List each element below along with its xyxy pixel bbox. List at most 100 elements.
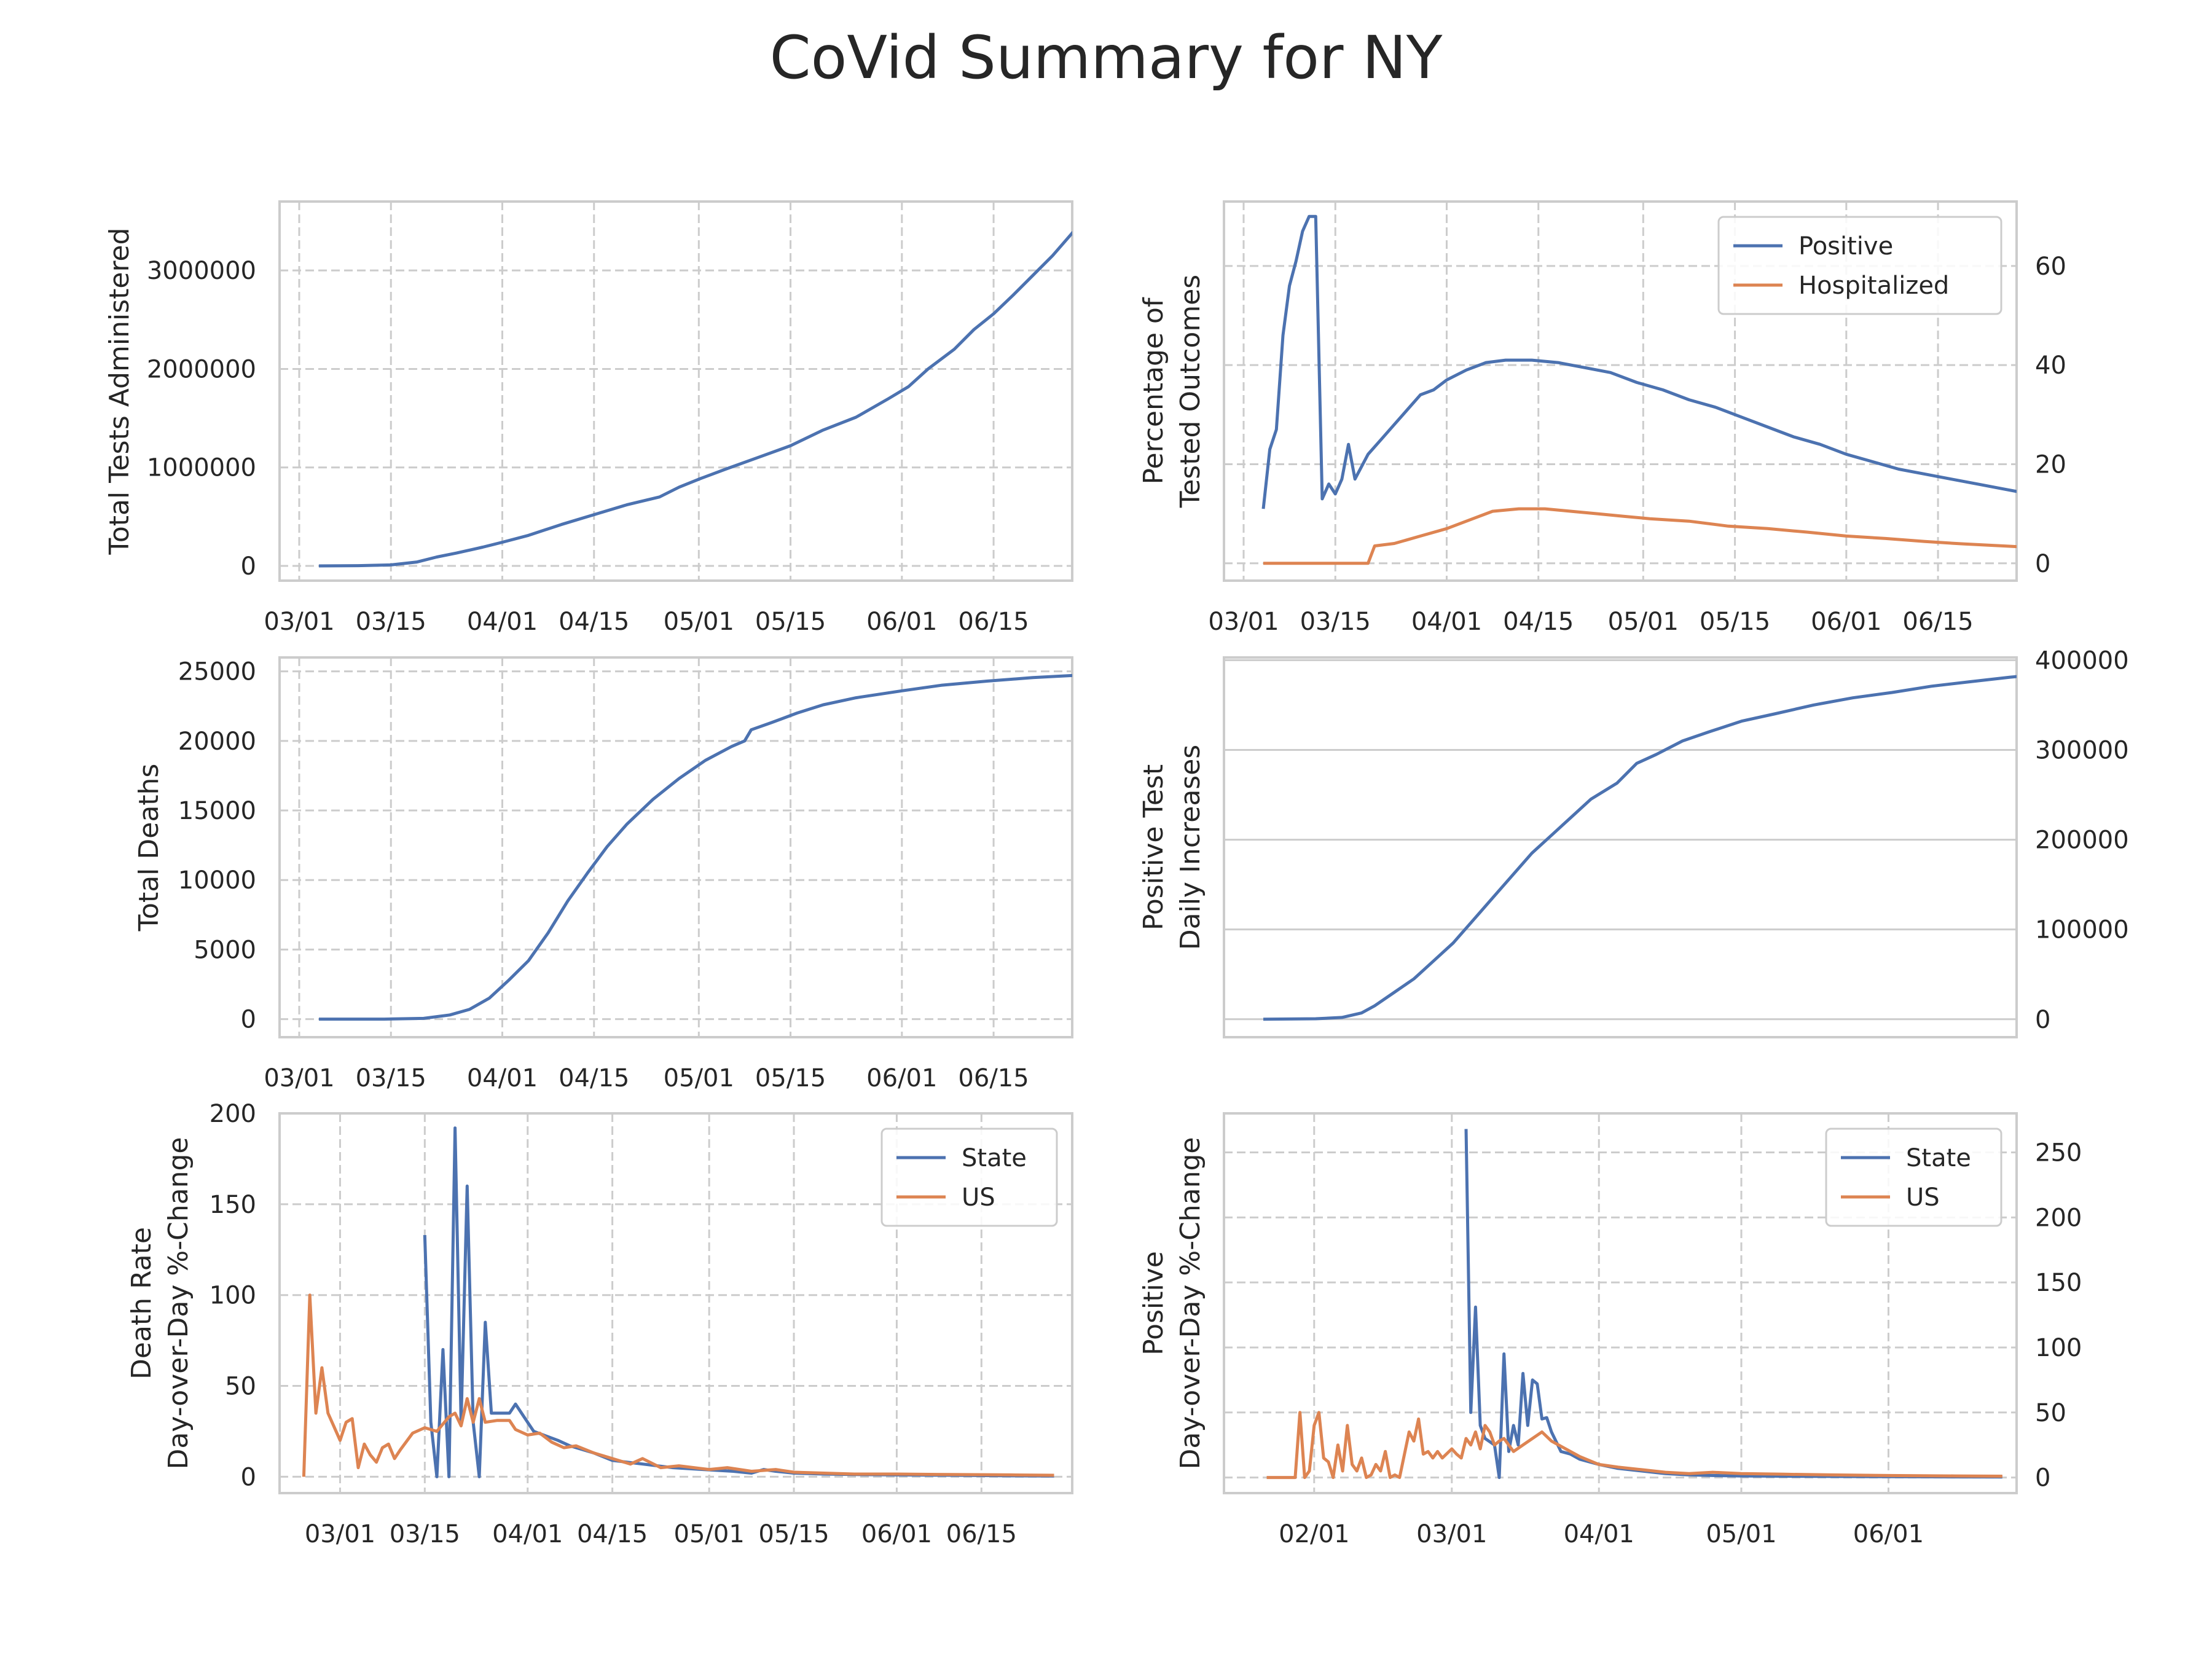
y-tick-label: 50 [225, 1373, 256, 1401]
y-tick-label: 250 [2035, 1139, 2082, 1167]
chart-panel-death_rate: 03/01 03/15 04/01 04/15 05/01 05/15 06/01 06/15… [126, 1100, 1073, 1548]
x-tick-label: 02/01 [1279, 1520, 1349, 1548]
y-axis-label: Positive [1138, 1251, 1169, 1355]
legend-label: US [1906, 1183, 1940, 1212]
y-tick-label: 60 [2035, 253, 2066, 281]
y-axis-label: Percentage of [1138, 297, 1169, 484]
plot-frame [278, 200, 1073, 582]
y-tick-label: 150 [2035, 1269, 2082, 1297]
x-tick-label: 05/01 [674, 1520, 745, 1548]
x-tick-label: 05/01 [664, 1064, 734, 1092]
x-tick-label: 06/15 [946, 1520, 1017, 1548]
x-tick-label: 03/01 [1208, 608, 1279, 636]
series-line-value [319, 673, 1072, 1021]
legend: Positive Hospitalized [1717, 216, 2002, 315]
plot-frame [1223, 200, 2018, 582]
y-axis-label: Day-over-Day %-Change [1175, 1137, 1206, 1470]
legend-label: Positive [1798, 232, 1893, 261]
x-tick-label: 05/15 [755, 1064, 826, 1092]
x-tick-label: 03/01 [264, 1064, 334, 1092]
x-tick-label: 04/01 [467, 1064, 538, 1092]
y-tick-label: 0 [241, 1463, 256, 1491]
x-tick-label: 03/15 [356, 1064, 426, 1092]
x-tick-label: 04/01 [492, 1520, 563, 1548]
y-tick-label: 150 [210, 1191, 256, 1219]
y-tick-label: 40 [2035, 351, 2066, 380]
y-tick-label: 200 [210, 1100, 256, 1128]
y-tick-label: 100 [2035, 1334, 2082, 1362]
x-tick-label: 04/01 [1411, 608, 1482, 636]
y-tick-label: 100 [210, 1282, 256, 1310]
y-axis-label: Total Deaths [133, 764, 165, 932]
y-tick-label: 25000 [178, 658, 256, 686]
y-tick-label: 3000000 [147, 257, 256, 285]
x-tick-label: 04/15 [1503, 608, 1574, 636]
x-tick-label: 03/15 [1300, 608, 1371, 636]
x-tick-label: 03/15 [390, 1520, 460, 1548]
series-line-value [1263, 675, 2017, 1021]
x-tick-label: 05/15 [758, 1520, 829, 1548]
x-tick-label: 05/15 [755, 608, 826, 636]
page-title: CoVid Summary for NY [769, 23, 1443, 92]
x-tick-label: 03/01 [1416, 1520, 1487, 1548]
x-tick-label: 03/01 [264, 608, 334, 636]
legend: State US [1825, 1128, 2002, 1227]
series-line-positive [1261, 214, 2017, 509]
y-axis-label: Positive Test [1138, 764, 1169, 930]
x-tick-label: 04/15 [577, 1520, 648, 1548]
x-tick-label: 06/15 [958, 608, 1029, 636]
x-tick-label: 05/01 [664, 608, 734, 636]
y-tick-label: 2000000 [147, 355, 256, 383]
plot-frame [1223, 656, 2018, 1038]
chart-panel-outcomes: 03/01 03/15 04/01 04/15 05/01 05/15 06/01 06/15… [1138, 200, 2066, 636]
x-tick-label: 05/01 [1706, 1520, 1776, 1548]
y-tick-label: 50 [2035, 1399, 2066, 1427]
x-tick-label: 03/01 [305, 1520, 375, 1548]
y-axis-label: Daily Increases [1175, 745, 1206, 950]
x-tick-label: 06/01 [861, 1520, 932, 1548]
legend-label: State [962, 1144, 1027, 1172]
y-axis-label: Day-over-Day %-Change [163, 1137, 194, 1470]
chart-panel-tests: 03/01 03/15 04/01 04/15 05/01 05/15 06/01 06/15… [104, 200, 1073, 636]
x-tick-label: 06/15 [1902, 608, 1973, 636]
y-tick-label: 15000 [178, 797, 256, 825]
y-tick-label: 0 [2035, 550, 2050, 578]
y-axis-label: Total Tests Administered [104, 227, 135, 555]
y-axis-label: Death Rate [126, 1227, 157, 1379]
legend-label: US [962, 1183, 995, 1212]
legend-label: Hospitalized [1798, 272, 1949, 300]
series-line-hospitalized [1263, 507, 2017, 565]
y-tick-label: 400000 [2035, 646, 2129, 675]
y-tick-label: 200000 [2035, 826, 2129, 855]
chart-panel-positives: 0 100000 200000 300000 400000 Positive Test Da… [1138, 646, 2129, 1038]
y-tick-label: 0 [2035, 1006, 2050, 1034]
series-line-value [318, 230, 1072, 568]
y-tick-label: 300000 [2035, 736, 2129, 764]
series-line-state [1464, 1129, 2002, 1480]
y-tick-label: 20000 [178, 728, 256, 756]
legend-box [1825, 1128, 2002, 1227]
x-tick-label: 05/15 [1700, 608, 1770, 636]
x-tick-label: 04/15 [559, 1064, 629, 1092]
legend: State US [880, 1128, 1058, 1227]
x-tick-label: 06/01 [1811, 608, 1881, 636]
series-line-us [1266, 1411, 2002, 1480]
y-tick-label: 10000 [178, 866, 256, 895]
legend-box [880, 1128, 1058, 1227]
legend-box [1717, 216, 2002, 315]
x-tick-label: 04/01 [1564, 1520, 1634, 1548]
y-tick-label: 5000 [194, 936, 256, 964]
x-tick-label: 06/01 [866, 608, 937, 636]
y-tick-label: 100000 [2035, 916, 2129, 944]
chart-panel-deaths: 03/01 03/15 04/01 04/15 05/01 05/15 06/01 06/15… [133, 656, 1073, 1092]
plot-frame [278, 656, 1073, 1038]
x-tick-label: 06/01 [866, 1064, 937, 1092]
legend-label: State [1906, 1144, 1971, 1172]
y-tick-label: 0 [2035, 1464, 2050, 1492]
y-tick-label: 0 [241, 552, 256, 581]
y-axis-label: Tested Outcomes [1175, 275, 1206, 508]
x-tick-label: 04/01 [467, 608, 538, 636]
y-tick-label: 20 [2035, 450, 2066, 479]
chart-panel-positive_rate: 02/01 03/01 04/01 05/01 06/01 0 50 100 150 200 250… [1138, 1112, 2082, 1548]
